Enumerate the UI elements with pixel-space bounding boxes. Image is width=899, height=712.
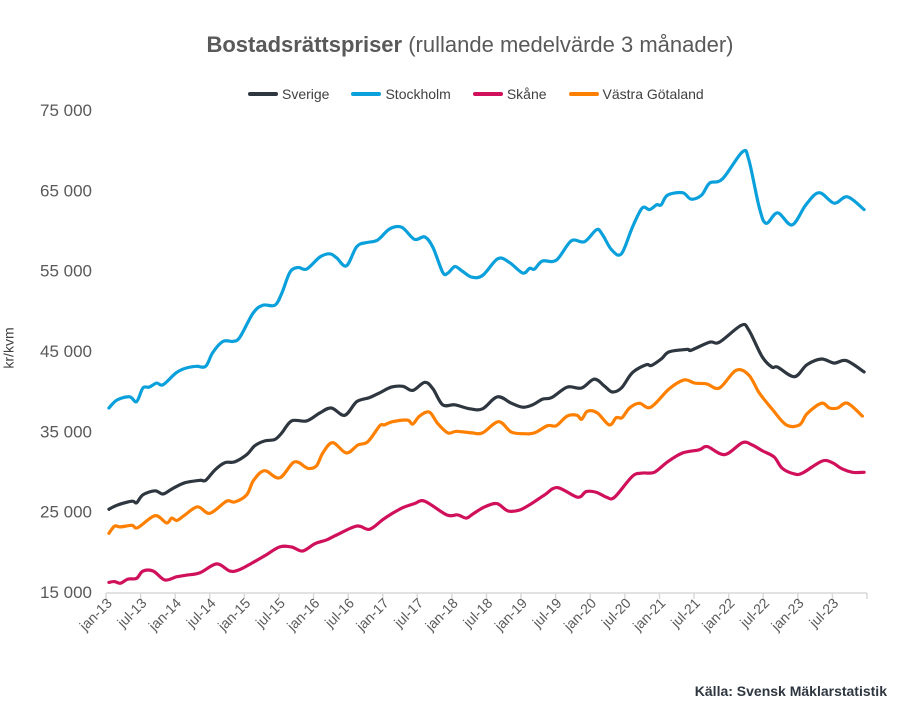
x-tick-label: jul-18: [459, 595, 495, 631]
x-tick-label: jul-23: [805, 595, 841, 631]
x-tick-label: jul-13: [113, 595, 149, 631]
x-tick-label: jan-23: [767, 595, 807, 635]
x-tick-label: jan-15: [214, 595, 254, 635]
x-tick-label: jul-16: [321, 595, 357, 631]
series-line-stockholm: [107, 148, 866, 410]
legend-label: Västra Götaland: [602, 86, 704, 102]
legend-swatch: [248, 92, 278, 96]
x-tick-label: jul-19: [528, 595, 564, 631]
series-line-v-stra-g-taland: [107, 368, 864, 535]
legend-swatch: [472, 92, 503, 96]
x-tick-label: jan-22: [698, 595, 738, 635]
legend-swatch: [351, 92, 382, 96]
x-tick-label: jul-21: [667, 595, 703, 631]
series-line-sverige: [107, 322, 866, 511]
x-tick-label: jan-16: [283, 595, 323, 635]
y-tick-label: 45 000: [40, 342, 92, 361]
y-tick-label: 25 000: [40, 503, 92, 522]
x-tick-label: jul-15: [252, 595, 288, 631]
legend-swatch: [568, 92, 599, 96]
y-tick-label: 65 000: [40, 181, 92, 200]
legend: Sverige Stockholm Skåne Västra Götaland: [248, 86, 704, 102]
chart-title-bold: Bostadsrättspriser: [206, 32, 403, 57]
x-tick-label: jul-14: [183, 595, 219, 631]
y-tick-label: 55 000: [40, 262, 92, 281]
x-tick-label: jul-20: [598, 595, 634, 631]
x-tick-label: jan-21: [629, 595, 669, 635]
x-tick-label: jan-14: [145, 595, 185, 635]
y-tick-label: 15 000: [40, 583, 92, 602]
legend-item-stockholm: Stockholm: [351, 86, 451, 102]
x-tick-label: jan-17: [352, 595, 392, 635]
legend-label: Sverige: [282, 86, 330, 102]
chart-title-rest: (rullande medelvärde 3 månader): [402, 32, 734, 57]
source-note: Källa: Svensk Mäklarstatistik: [694, 683, 887, 699]
legend-item-vastra-gotaland: Västra Götaland: [568, 86, 704, 102]
legend-item-skane: Skåne: [472, 86, 547, 102]
y-tick-label: 35 000: [40, 422, 92, 441]
legend-label: Skåne: [506, 86, 547, 102]
y-tick-label: 75 000: [40, 101, 92, 120]
x-tick-label: jan-20: [560, 595, 600, 635]
x-tick-label: jan-18: [421, 595, 461, 635]
x-tick-label: jul-22: [736, 595, 772, 631]
legend-item-sverige: Sverige: [248, 86, 329, 102]
legend-label: Stockholm: [385, 86, 451, 102]
x-tick-label: jul-17: [390, 595, 426, 631]
x-tick-label: jan-19: [491, 595, 531, 635]
series-line-sk-ne: [107, 440, 866, 585]
chart-title: Bostadsrättspriser (rullande medelvärde …: [0, 32, 899, 58]
